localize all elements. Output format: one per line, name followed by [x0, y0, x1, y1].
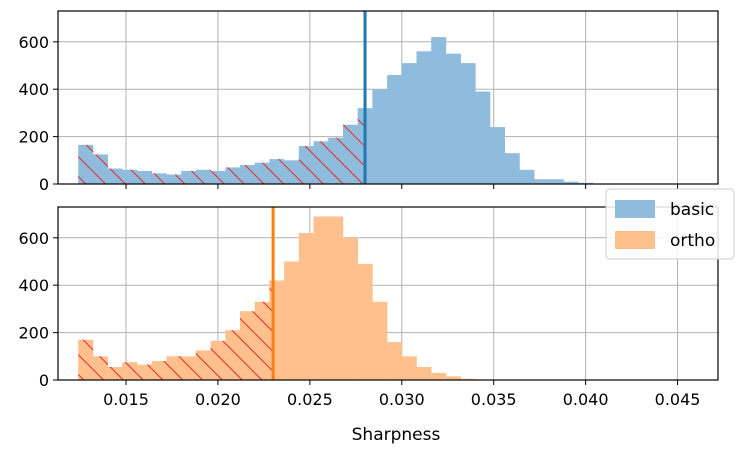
x-tick-label: 0.040: [563, 390, 609, 409]
histogram-bar-hatch: [92, 154, 108, 184]
histogram-bar-hatch: [225, 330, 241, 380]
legend: basic ortho: [605, 188, 735, 260]
y-tick-label: 600: [18, 33, 49, 52]
legend-label-ortho: ortho: [670, 231, 715, 251]
histogram-bar-hatch: [210, 170, 226, 184]
y-tick-label: 400: [18, 276, 49, 295]
y-tick-label: 400: [18, 80, 49, 99]
histogram-bar: [387, 74, 403, 184]
legend-swatch-basic: [615, 200, 655, 218]
histogram-bar: [284, 261, 300, 380]
x-tick-label: 0.015: [103, 390, 149, 409]
histogram-bar: [445, 53, 461, 185]
histogram-bar-hatch: [298, 146, 314, 184]
y-tick-label: 0: [39, 175, 49, 194]
y-tick-label: 0: [39, 371, 49, 390]
x-tick-label: 0.045: [655, 390, 701, 409]
histogram-bar-hatch: [122, 169, 138, 184]
histogram-bar-hatch: [269, 280, 274, 380]
histogram-bar-hatch: [166, 356, 182, 380]
histogram-bar-hatch: [151, 361, 167, 380]
histogram-bar: [416, 366, 432, 380]
histogram-bar-hatch: [107, 366, 123, 380]
x-tick-label: 0.030: [379, 390, 425, 409]
histogram-bar: [328, 216, 344, 380]
histogram-bar-hatch: [166, 174, 182, 184]
histogram-bar-hatch: [240, 165, 256, 184]
histogram-bar-hatch: [137, 364, 153, 380]
histogram-bar: [431, 372, 447, 380]
y-tick-label: 200: [18, 324, 49, 343]
histogram-bar-hatch: [78, 144, 94, 184]
y-tick-label: 600: [18, 229, 49, 248]
histogram-bar-hatch: [195, 350, 211, 380]
histogram-bar: [342, 237, 358, 380]
histogram-bar: [475, 91, 491, 184]
histogram-bar: [460, 63, 476, 184]
histogram-bar: [504, 153, 520, 184]
x-axis-label: Sharpness: [352, 425, 441, 445]
histogram-bar-hatch: [151, 173, 167, 184]
x-tick-label: 0.025: [287, 390, 333, 409]
histogram-bar: [431, 37, 447, 184]
x-tick-label: 0.035: [471, 390, 517, 409]
histogram-bar-hatch: [181, 356, 197, 380]
histogram-bar-hatch: [92, 356, 108, 380]
histogram-bar: [416, 51, 432, 184]
histogram-bar-hatch: [269, 159, 285, 184]
histogram-bar-hatch: [78, 339, 94, 380]
histogram-bar: [563, 181, 579, 184]
histogram-bar-hatch: [107, 168, 123, 184]
histogram-bar-hatch: [137, 170, 153, 184]
top-panel: 0 200 400 600: [18, 10, 719, 194]
histogram-bar-hatch: [195, 169, 211, 184]
histogram-bar-hatch: [342, 124, 358, 184]
histogram-bar-hatch: [328, 137, 344, 184]
axes-frame: [57, 10, 719, 185]
histogram-bar-hatch: [357, 108, 366, 184]
axes-frame: [57, 206, 719, 381]
histogram-bar: [445, 376, 461, 380]
histogram-bar-hatch: [240, 311, 256, 380]
bottom-panel: 0 200 400 600 0.015 0.020 0.025 0.030 0.035 0.040…: [18, 206, 719, 409]
histogram-bar-hatch: [122, 362, 138, 380]
histogram-bar: [534, 179, 550, 184]
histogram-bar: [372, 89, 388, 184]
histogram-bar-hatch: [284, 160, 300, 184]
histogram-bar-hatch: [313, 141, 329, 184]
histogram-bar-hatch: [225, 167, 241, 184]
histogram-bar: [490, 127, 506, 184]
histogram-bar-hatch: [210, 340, 226, 380]
histogram-bar: [401, 356, 417, 380]
histogram-bar-hatch: [181, 170, 197, 184]
x-tick-label: 0.020: [195, 390, 241, 409]
histogram-bar: [401, 63, 417, 184]
histogram-bar: [298, 233, 314, 380]
histogram-bar: [357, 263, 373, 380]
histogram-bar: [313, 216, 329, 380]
histogram-bar-hatch: [254, 301, 270, 380]
histogram-bar: [519, 169, 535, 184]
legend-label-basic: basic: [670, 200, 714, 220]
y-tick-label: 200: [18, 128, 49, 147]
histogram-bar: [548, 179, 564, 184]
histogram-bar-hatch: [254, 162, 270, 184]
legend-swatch-ortho: [615, 231, 655, 249]
histogram-bar: [387, 342, 403, 380]
histogram-bar: [372, 301, 388, 380]
